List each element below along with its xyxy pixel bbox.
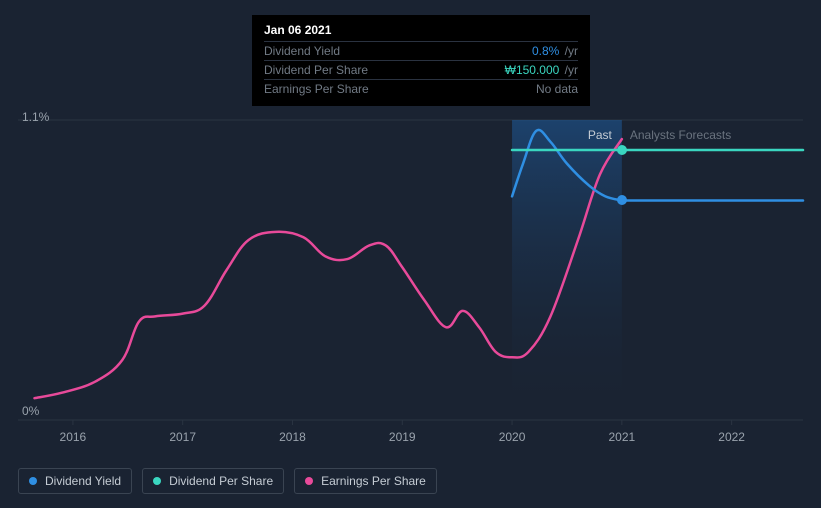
tooltip-row: Earnings Per Share No data — [264, 79, 578, 98]
tooltip-metric-value: ₩150.000 /yr — [505, 63, 578, 77]
series-marker — [617, 145, 627, 155]
tooltip-metric-label: Dividend Yield — [264, 44, 340, 58]
forecast-label: Analysts Forecasts — [630, 128, 731, 142]
legend-item[interactable]: Earnings Per Share — [294, 468, 437, 494]
chart-tooltip: Jan 06 2021 Dividend Yield0.8% /yrDivide… — [252, 15, 590, 106]
legend-item[interactable]: Dividend Yield — [18, 468, 132, 494]
chart-container: Jan 06 2021 Dividend Yield0.8% /yrDivide… — [0, 0, 821, 508]
tooltip-metric-label: Dividend Per Share — [264, 63, 368, 77]
x-axis-label: 2017 — [169, 430, 196, 444]
series-marker — [617, 195, 627, 205]
x-axis-label: 2020 — [499, 430, 526, 444]
legend-dot-icon — [29, 477, 37, 485]
x-axis-label: 2018 — [279, 430, 306, 444]
x-axis-label: 2016 — [60, 430, 87, 444]
x-axis-label: 2019 — [389, 430, 416, 444]
legend-dot-icon — [305, 477, 313, 485]
legend-item[interactable]: Dividend Per Share — [142, 468, 284, 494]
tooltip-metric-label: Earnings Per Share — [264, 82, 369, 96]
legend-label: Dividend Per Share — [169, 474, 273, 488]
x-axis-label: 2021 — [608, 430, 635, 444]
tooltip-metric-value: 0.8% /yr — [532, 44, 578, 58]
legend-label: Dividend Yield — [45, 474, 121, 488]
chart-legend: Dividend Yield Dividend Per Share Earnings… — [18, 468, 437, 494]
y-axis-label: 1.1% — [22, 110, 49, 124]
tooltip-row: Dividend Per Share ₩150.000 /yr — [264, 60, 578, 79]
tooltip-metric-value: No data — [536, 82, 578, 96]
past-label: Past — [588, 128, 612, 142]
legend-dot-icon — [153, 477, 161, 485]
tooltip-date: Jan 06 2021 — [264, 23, 578, 37]
x-axis-label: 2022 — [718, 430, 745, 444]
tooltip-row: Dividend Yield 0.8% /yr — [264, 41, 578, 60]
y-axis-label: 0% — [22, 404, 39, 418]
legend-label: Earnings Per Share — [321, 474, 426, 488]
